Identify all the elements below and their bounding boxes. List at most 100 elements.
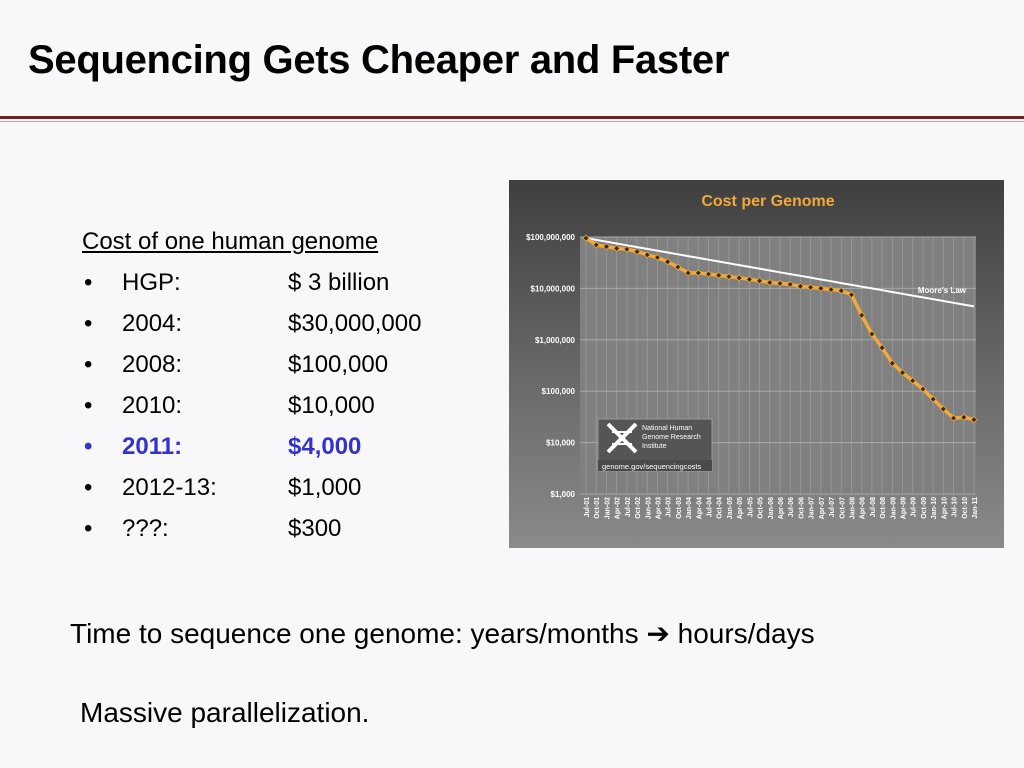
list-item-label: 2004: xyxy=(122,310,183,337)
list-item: • 2008: $100,000 xyxy=(82,344,388,385)
data-point xyxy=(745,275,753,283)
data-point xyxy=(919,385,927,393)
list-item-label: 2011: xyxy=(122,433,183,460)
list-item: • 2010: $10,000 xyxy=(82,385,378,426)
bullet-icon: • xyxy=(84,474,93,501)
x-tick-label: Jan-09 xyxy=(890,497,897,519)
data-point xyxy=(960,413,968,421)
x-tick-label: Oct-07 xyxy=(839,497,846,519)
nhgri-logo-text: Institute xyxy=(642,443,667,450)
x-tick-label: Jan-03 xyxy=(645,497,652,519)
data-point xyxy=(653,253,662,262)
title-rule xyxy=(0,116,1024,119)
x-tick-label: Apr-08 xyxy=(860,497,867,519)
y-tick-label: $1,000 xyxy=(551,490,576,499)
data-point xyxy=(807,283,815,291)
list-item-value: $300 xyxy=(288,515,342,542)
x-tick-label: Jul-01 xyxy=(584,497,591,517)
list-item-value: $30,000,000 xyxy=(288,310,422,337)
list-item-label: 2012-13: xyxy=(122,474,217,501)
list-item: •???: $300 xyxy=(82,508,378,549)
data-point xyxy=(898,369,907,377)
list-item: • 2011: $4,000 xyxy=(82,426,378,467)
list-item-label: 2008: xyxy=(122,351,183,378)
source-url: genome.gov/sequencingcosts xyxy=(602,462,701,471)
data-point xyxy=(684,269,692,277)
data-point xyxy=(735,274,743,282)
x-tick-label: Apr-10 xyxy=(941,497,948,519)
data-point xyxy=(664,258,672,266)
x-tick-label: Jan-07 xyxy=(809,497,816,519)
x-tick-label: Oct-05 xyxy=(758,497,765,519)
list-item-value: $10,000 xyxy=(288,392,375,419)
cost-per-genome-chart: Cost per Genome $100,000,000 $10,000,000 $1… xyxy=(509,180,1004,548)
chart-title: Cost per Genome xyxy=(701,193,834,210)
data-point xyxy=(592,241,600,249)
data-point xyxy=(909,377,917,385)
data-point xyxy=(878,344,886,352)
data-point xyxy=(643,251,651,259)
y-tick-label: $1,000,000 xyxy=(535,336,576,345)
x-tick-label: Jul-09 xyxy=(911,497,918,517)
x-tick-label: Apr-02 xyxy=(615,497,622,519)
y-tick-label: $10,000 xyxy=(546,439,575,448)
data-point xyxy=(704,270,713,278)
data-point xyxy=(613,244,621,252)
bullet-icon: • xyxy=(84,310,93,337)
x-tick-label: Apr-06 xyxy=(778,497,785,519)
data-point xyxy=(725,272,733,281)
x-tick-label: Jan-04 xyxy=(686,497,693,519)
y-tick-label: $10,000,000 xyxy=(531,284,576,293)
data-point xyxy=(633,248,641,256)
parallelization-text: Massive parallelization. xyxy=(80,697,370,728)
x-tick-label: Jul-07 xyxy=(829,497,836,517)
list-item: • HGP: $ 3 billion xyxy=(82,262,389,303)
x-tick-label: Oct-08 xyxy=(880,497,887,519)
data-point xyxy=(786,280,794,288)
bullet-icon: • xyxy=(84,269,93,296)
list-item-label: HGP: xyxy=(122,269,181,296)
x-tick-label: Oct-10 xyxy=(962,497,969,519)
x-tick-label: Oct-04 xyxy=(717,497,724,519)
moores-law-label: Moore's Law xyxy=(918,286,967,295)
nhgri-logo-icon xyxy=(606,422,638,454)
data-point xyxy=(868,330,876,338)
list-item-value: $1,000 xyxy=(288,474,362,501)
list-item: • 2004: $30,000,000 xyxy=(82,303,421,344)
x-tick-label: Apr-07 xyxy=(819,497,826,519)
x-tick-label: Jul-04 xyxy=(707,497,714,517)
data-point xyxy=(858,311,866,319)
x-tick-label: Jan-11 xyxy=(972,497,979,519)
nhgri-logo-text: Genome Research xyxy=(642,434,701,441)
chart-svg: Cost per Genome $100,000,000 $10,000,000 $1… xyxy=(509,180,1004,548)
data-point xyxy=(715,271,723,279)
x-tick-label: Oct-09 xyxy=(921,497,928,519)
data-point xyxy=(950,414,958,422)
data-point xyxy=(623,245,631,253)
bullet-icon: • xyxy=(84,392,93,419)
time-to-sequence-text: Time to sequence one genome: years/month… xyxy=(70,618,815,649)
data-point xyxy=(796,282,804,290)
nhgri-logo-text: National Human xyxy=(642,425,692,432)
data-point xyxy=(694,269,702,277)
x-tick-label: Jul-03 xyxy=(666,497,673,517)
data-point xyxy=(929,395,937,403)
data-point xyxy=(847,291,856,299)
x-tick-label: Apr-03 xyxy=(655,497,662,519)
x-tick-label: Oct-03 xyxy=(676,497,683,519)
x-tick-label: Jan-06 xyxy=(768,497,775,519)
x-tick-label: Jul-02 xyxy=(625,497,632,517)
data-point xyxy=(776,279,784,287)
slide-title: Sequencing Gets Cheaper and Faster xyxy=(28,38,730,82)
x-tick-label: Jul-08 xyxy=(870,497,877,517)
data-point xyxy=(582,234,590,242)
x-tick-label: Jan-02 xyxy=(604,497,611,519)
x-tick-label: Apr-09 xyxy=(901,497,908,519)
list-item-value: $4,000 xyxy=(288,433,362,460)
title-rule-shadow xyxy=(0,121,1024,122)
moores-law-line xyxy=(585,237,975,308)
bullet-icon: • xyxy=(84,433,93,460)
list-heading: Cost of one human genome xyxy=(82,228,379,255)
data-point xyxy=(756,277,764,285)
bullet-icon: • xyxy=(84,351,93,378)
